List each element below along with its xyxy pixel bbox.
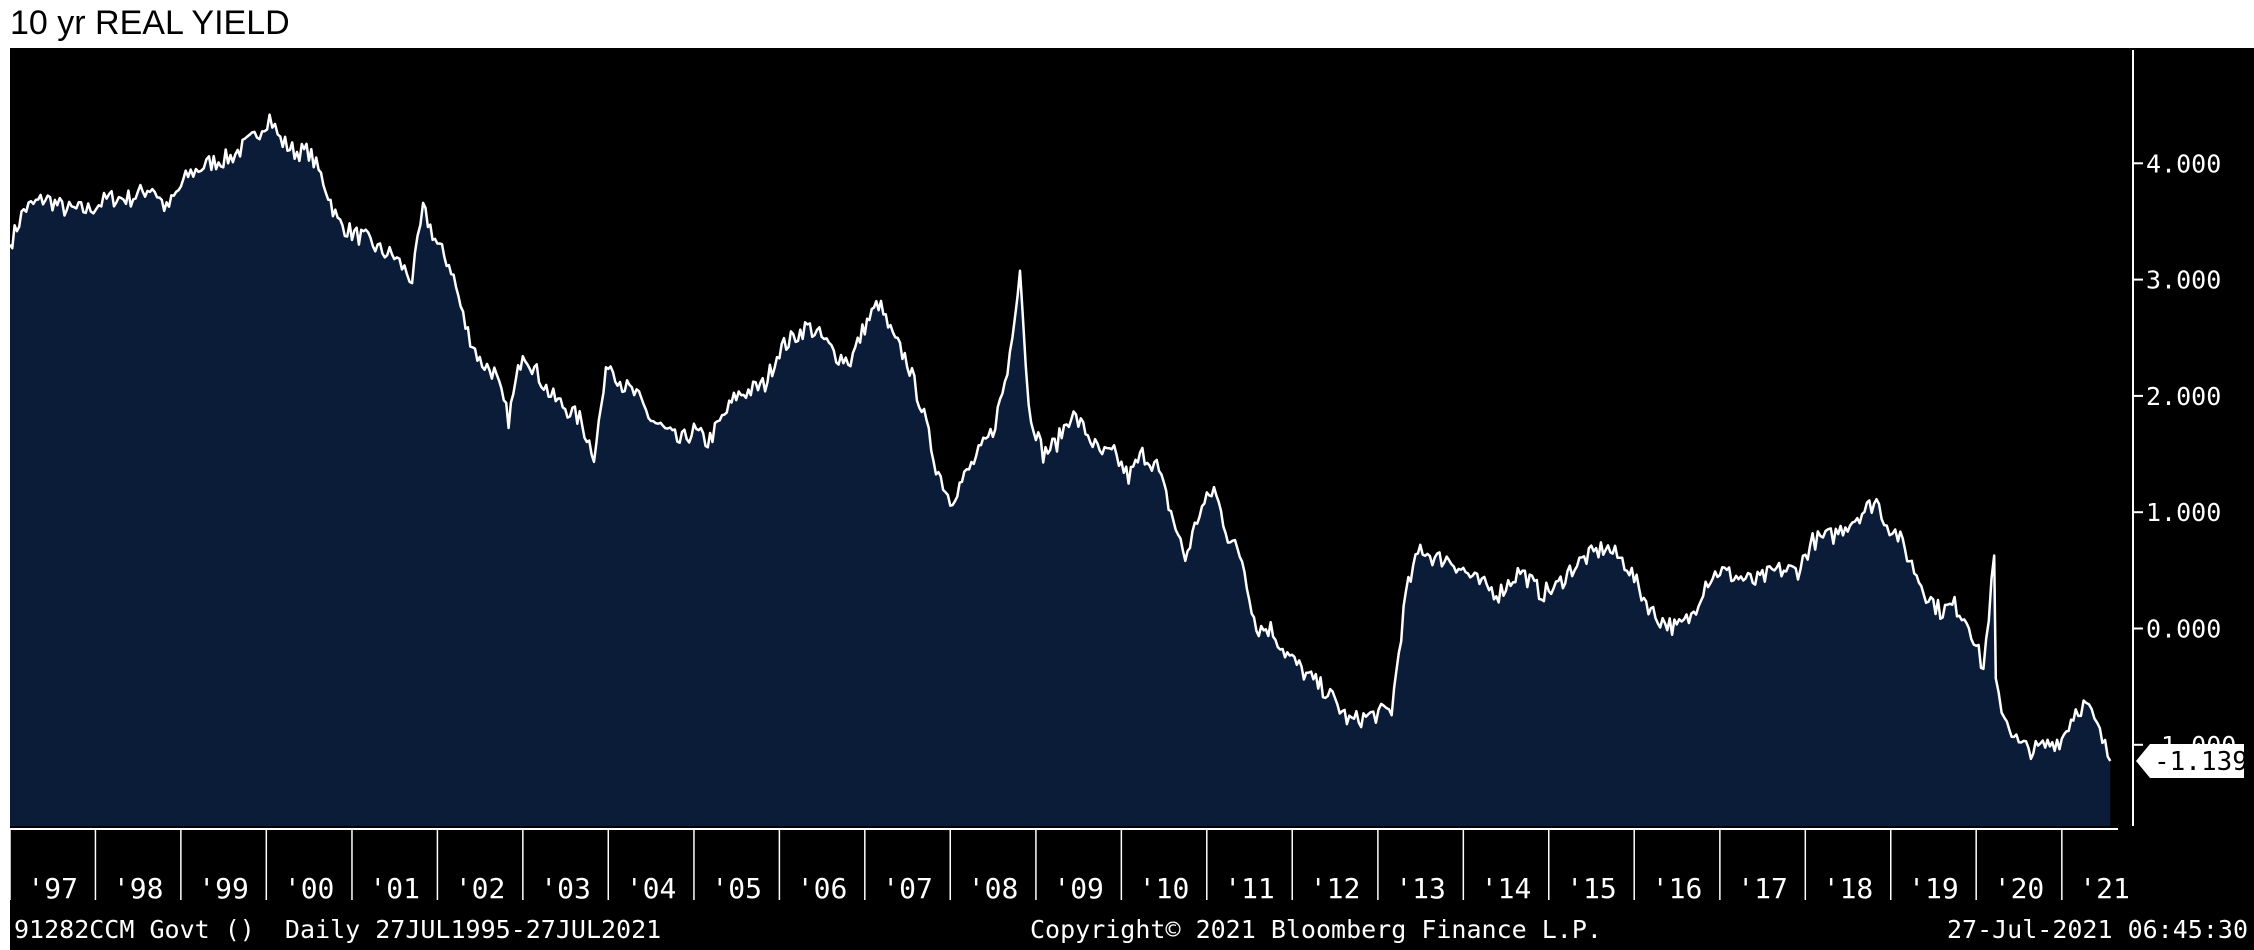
- x-tick-label: '18: [1823, 872, 1874, 905]
- x-tick-label: '16: [1652, 872, 1703, 905]
- last-value-label: -1.139: [2154, 747, 2248, 777]
- series-line: [8, 113, 2112, 762]
- footer-security-info: 91282CCM Govt () Daily 27JUL1995-27JUL20…: [14, 915, 661, 944]
- footer: 91282CCM Govt () Daily 27JUL1995-27JUL20…: [14, 915, 2248, 944]
- x-tick-label: '09: [1053, 872, 1104, 905]
- x-tick-label: '19: [1908, 872, 1959, 905]
- x-tick-label: '98: [113, 872, 164, 905]
- x-axis-ticks: '97 '98 '99 '00 '01 '02 '03 '04 '05 '06 '07 '08 '09 '…: [9, 830, 2130, 905]
- x-tick-label: '15: [1566, 872, 1617, 905]
- x-tick-label: '00: [284, 872, 335, 905]
- x-tick-label: '01: [369, 872, 420, 905]
- x-tick-label: '05: [711, 872, 762, 905]
- x-tick-label: '10: [1139, 872, 1190, 905]
- last-value-box: [2136, 743, 2244, 778]
- chart-title: 10 yr REAL YIELD: [10, 4, 290, 42]
- x-tick-label: '07: [882, 872, 933, 905]
- x-tick-label: '99: [198, 872, 249, 905]
- y-tick-label: 1.000: [2146, 498, 2221, 527]
- x-tick-label: '17: [1737, 872, 1788, 905]
- footer-timestamp: 27-Jul-2021 06:45:30: [1947, 915, 2248, 944]
- x-tick-label: '21: [2079, 872, 2130, 905]
- x-tick-label: '03: [540, 872, 591, 905]
- y-tick-label: 2.000: [2146, 382, 2221, 411]
- x-tick-label: '06: [797, 872, 848, 905]
- x-tick-label: '13: [1395, 872, 1446, 905]
- x-tick-label: '14: [1481, 872, 1532, 905]
- y-tick-label: 0.000: [2146, 615, 2221, 644]
- series-area: [10, 114, 2111, 827]
- last-value-marker: -1.139: [2136, 743, 2248, 778]
- y-tick-label: 3.000: [2146, 266, 2221, 295]
- x-tick-label: '11: [1224, 872, 1275, 905]
- x-tick-label: '12: [1310, 872, 1361, 905]
- footer-copyright: Copyright© 2021 Bloomberg Finance L.P.: [1030, 915, 1602, 944]
- x-tick-label: '04: [626, 872, 677, 905]
- x-tick-label: '08: [968, 872, 1019, 905]
- x-tick-label: '20: [1994, 872, 2045, 905]
- y-tick-label: 4.000: [2146, 149, 2221, 178]
- x-tick-label: '97: [27, 872, 78, 905]
- x-tick-label: '02: [455, 872, 506, 905]
